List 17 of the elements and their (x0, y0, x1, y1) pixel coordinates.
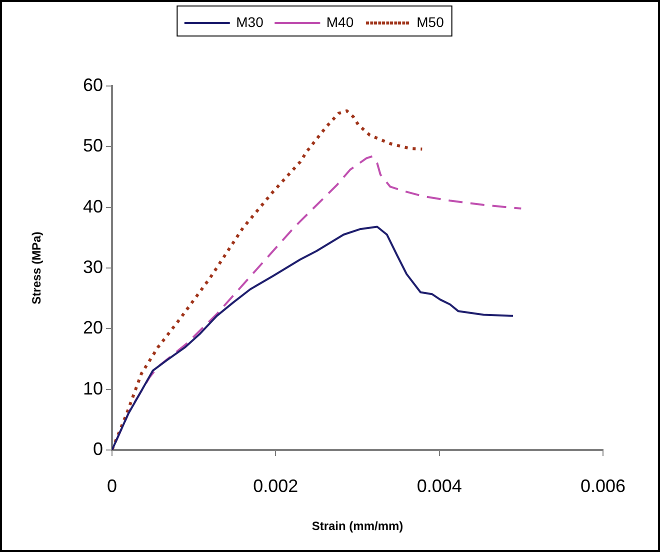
legend-label: M40 (326, 14, 354, 30)
y-tick-label: 50 (82, 136, 103, 156)
y-tick-label: 40 (82, 196, 103, 216)
y-tick-label: 10 (82, 378, 103, 398)
y-tick-label: 60 (82, 74, 103, 95)
y-axis-title: Stress (MPa) (30, 232, 44, 304)
x-tick-label: 0.004 (416, 476, 462, 496)
line-series (112, 109, 424, 450)
x-tick-label: 0.002 (253, 476, 298, 496)
y-tick-label: 20 (82, 318, 103, 338)
x-axis-title: Strain (mm/mm) (312, 519, 404, 534)
legend-label: M30 (236, 14, 264, 30)
y-tick-label: 0 (92, 438, 103, 459)
legend-label: M50 (416, 14, 444, 30)
y-tick-label: 30 (82, 256, 103, 277)
x-tick-label: 0 (106, 476, 118, 496)
x-tick-label: 0.006 (580, 476, 626, 496)
